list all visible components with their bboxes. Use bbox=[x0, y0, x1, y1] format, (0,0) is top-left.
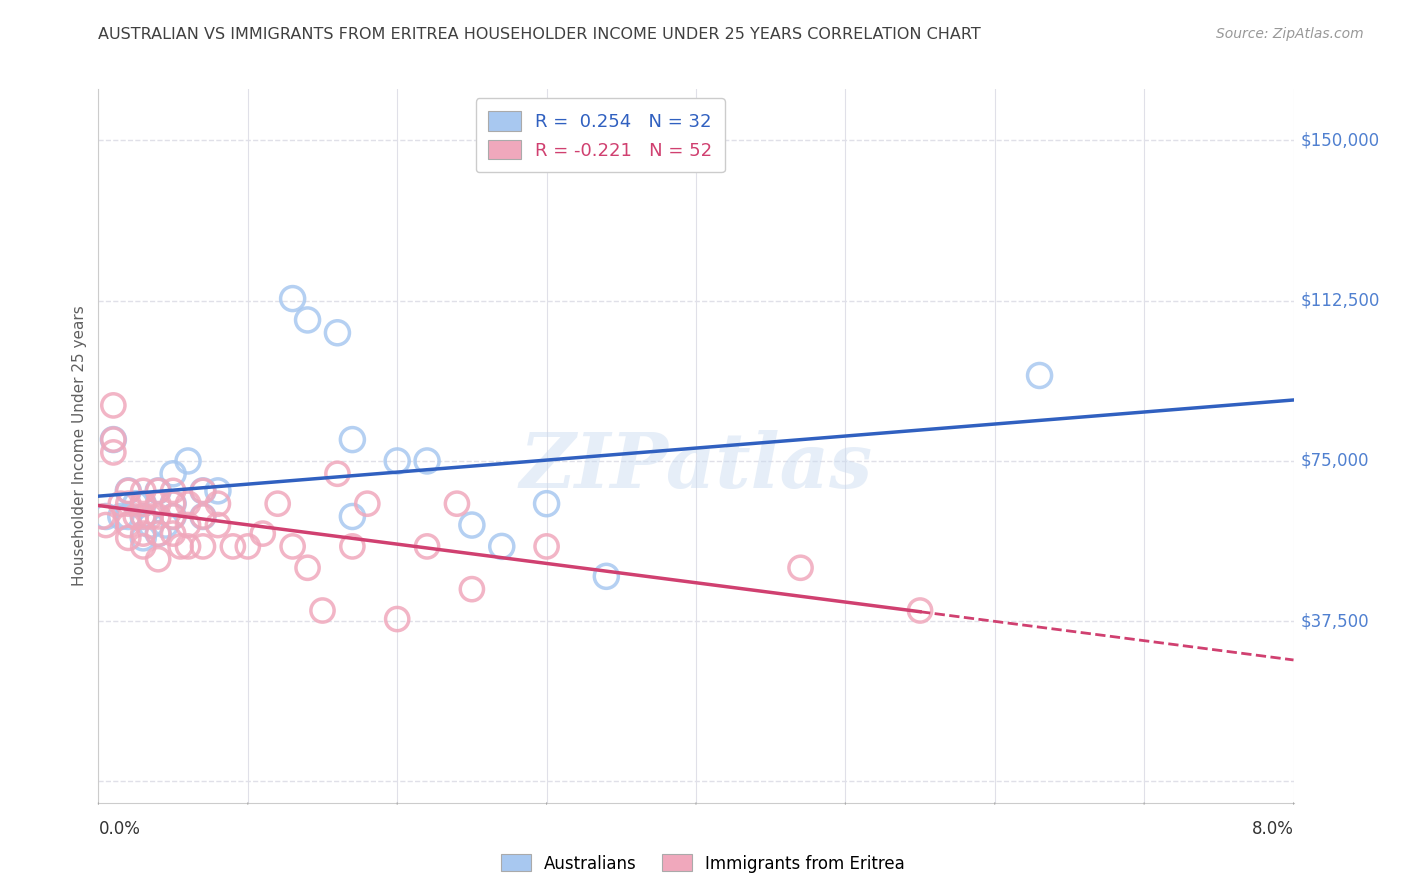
Point bbox=[103, 433, 125, 447]
Point bbox=[342, 433, 364, 447]
Point bbox=[342, 540, 364, 554]
Point bbox=[162, 526, 184, 541]
Point bbox=[281, 292, 304, 306]
Point bbox=[117, 483, 139, 498]
Point bbox=[207, 497, 229, 511]
Legend: Australians, Immigrants from Eritrea: Australians, Immigrants from Eritrea bbox=[495, 847, 911, 880]
Point bbox=[1028, 368, 1050, 383]
Point bbox=[117, 531, 139, 545]
Point bbox=[132, 531, 155, 545]
Point bbox=[148, 483, 170, 498]
Legend: R =  0.254   N = 32, R = -0.221   N = 52: R = 0.254 N = 32, R = -0.221 N = 52 bbox=[475, 98, 725, 172]
Point bbox=[148, 526, 170, 541]
Point bbox=[177, 518, 200, 533]
Point bbox=[491, 540, 513, 554]
Point bbox=[139, 509, 162, 524]
Point bbox=[385, 454, 409, 468]
Point bbox=[155, 518, 177, 533]
Point bbox=[91, 509, 114, 524]
Point bbox=[125, 509, 148, 524]
Text: $150,000: $150,000 bbox=[1301, 131, 1379, 150]
Point bbox=[132, 509, 155, 524]
Point bbox=[148, 509, 170, 524]
Point bbox=[191, 540, 214, 554]
Point bbox=[191, 509, 214, 524]
Point bbox=[132, 509, 155, 524]
Text: AUSTRALIAN VS IMMIGRANTS FROM ERITREA HOUSEHOLDER INCOME UNDER 25 YEARS CORRELAT: AUSTRALIAN VS IMMIGRANTS FROM ERITREA HO… bbox=[98, 27, 981, 42]
Point bbox=[536, 540, 558, 554]
Point bbox=[461, 518, 484, 533]
Point bbox=[191, 483, 214, 498]
Point bbox=[385, 612, 409, 626]
Point bbox=[207, 483, 229, 498]
Point bbox=[536, 497, 558, 511]
Point bbox=[117, 483, 139, 498]
Point bbox=[103, 433, 125, 447]
Point bbox=[297, 313, 319, 327]
Point bbox=[94, 509, 117, 524]
Point bbox=[132, 540, 155, 554]
Text: 8.0%: 8.0% bbox=[1251, 820, 1294, 838]
Point bbox=[267, 497, 290, 511]
Point bbox=[297, 561, 319, 575]
Point bbox=[789, 561, 811, 575]
Point bbox=[236, 540, 259, 554]
Text: ZIPatlas: ZIPatlas bbox=[519, 431, 873, 504]
Point bbox=[207, 518, 229, 533]
Point bbox=[132, 526, 155, 541]
Point bbox=[162, 467, 184, 481]
Point bbox=[162, 509, 184, 524]
Point bbox=[148, 526, 170, 541]
Point bbox=[281, 540, 304, 554]
Point bbox=[125, 497, 148, 511]
Text: Source: ZipAtlas.com: Source: ZipAtlas.com bbox=[1216, 27, 1364, 41]
Point bbox=[132, 483, 155, 498]
Point bbox=[132, 497, 155, 511]
Point bbox=[132, 497, 155, 511]
Text: $112,500: $112,500 bbox=[1301, 292, 1379, 310]
Point bbox=[416, 540, 439, 554]
Point bbox=[311, 603, 333, 617]
Point bbox=[148, 552, 170, 566]
Point bbox=[191, 483, 214, 498]
Point bbox=[148, 483, 170, 498]
Point bbox=[139, 518, 162, 533]
Point bbox=[908, 603, 931, 617]
Text: $37,500: $37,500 bbox=[1301, 612, 1369, 630]
Text: $75,000: $75,000 bbox=[1301, 452, 1369, 470]
Point bbox=[177, 540, 200, 554]
Point bbox=[162, 509, 184, 524]
Point bbox=[356, 497, 378, 511]
Point bbox=[326, 467, 349, 481]
Text: 0.0%: 0.0% bbox=[98, 820, 141, 838]
Point bbox=[446, 497, 468, 511]
Point bbox=[110, 497, 132, 511]
Point bbox=[162, 497, 184, 511]
Point bbox=[148, 497, 170, 511]
Point bbox=[169, 540, 191, 554]
Point bbox=[94, 518, 117, 533]
Point bbox=[461, 582, 484, 596]
Point bbox=[103, 445, 125, 459]
Point bbox=[252, 526, 274, 541]
Point bbox=[177, 454, 200, 468]
Point bbox=[162, 497, 184, 511]
Point bbox=[103, 398, 125, 412]
Y-axis label: Householder Income Under 25 years: Householder Income Under 25 years bbox=[72, 306, 87, 586]
Point bbox=[162, 483, 184, 498]
Point bbox=[326, 326, 349, 340]
Point bbox=[342, 509, 364, 524]
Point bbox=[416, 454, 439, 468]
Point bbox=[117, 497, 139, 511]
Point bbox=[191, 509, 214, 524]
Point bbox=[595, 569, 617, 583]
Point bbox=[110, 509, 132, 524]
Point bbox=[177, 497, 200, 511]
Point bbox=[117, 509, 139, 524]
Point bbox=[117, 518, 139, 533]
Point bbox=[222, 540, 245, 554]
